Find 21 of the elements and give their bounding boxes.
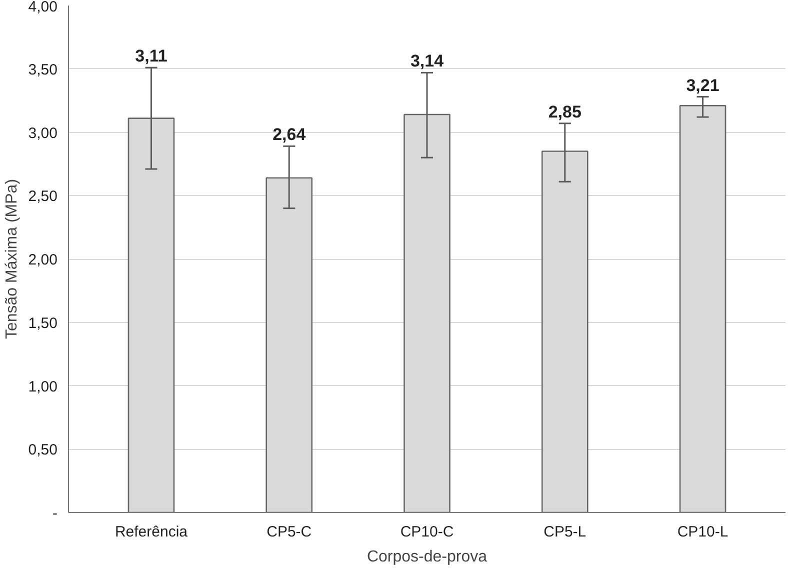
x-tick-label: Referência: [114, 524, 188, 540]
data-label: 3,11: [135, 46, 168, 66]
x-axis-title: Corpos-de-prova: [366, 548, 488, 566]
y-tick-label: 0,50: [28, 442, 58, 459]
y-tick-label: 1,00: [28, 378, 58, 396]
data-label: 2,85: [548, 102, 582, 122]
data-label: 2,64: [272, 125, 306, 144]
x-tick-label: CP10-L: [677, 524, 728, 540]
data-label: 3,14: [410, 52, 444, 71]
x-tick-label: CP5-L: [544, 524, 586, 540]
y-tick-label: 2,50: [28, 188, 58, 206]
y-tick-label: 3,00: [28, 124, 58, 142]
y-tick-label: 2,00: [28, 252, 58, 268]
x-tick-label: CP10-C: [400, 524, 454, 540]
y-tick-label: 3,50: [28, 61, 58, 78]
data-label: 3,21: [686, 76, 720, 95]
y-axis-title: Tensão Máxima (MPa): [3, 178, 20, 340]
y-tick-label: 1,50: [28, 314, 58, 332]
x-tick-label: CP5-C: [266, 524, 312, 540]
y-tick-label: -: [52, 505, 58, 522]
y-tick-label: 4,00: [28, 0, 58, 16]
